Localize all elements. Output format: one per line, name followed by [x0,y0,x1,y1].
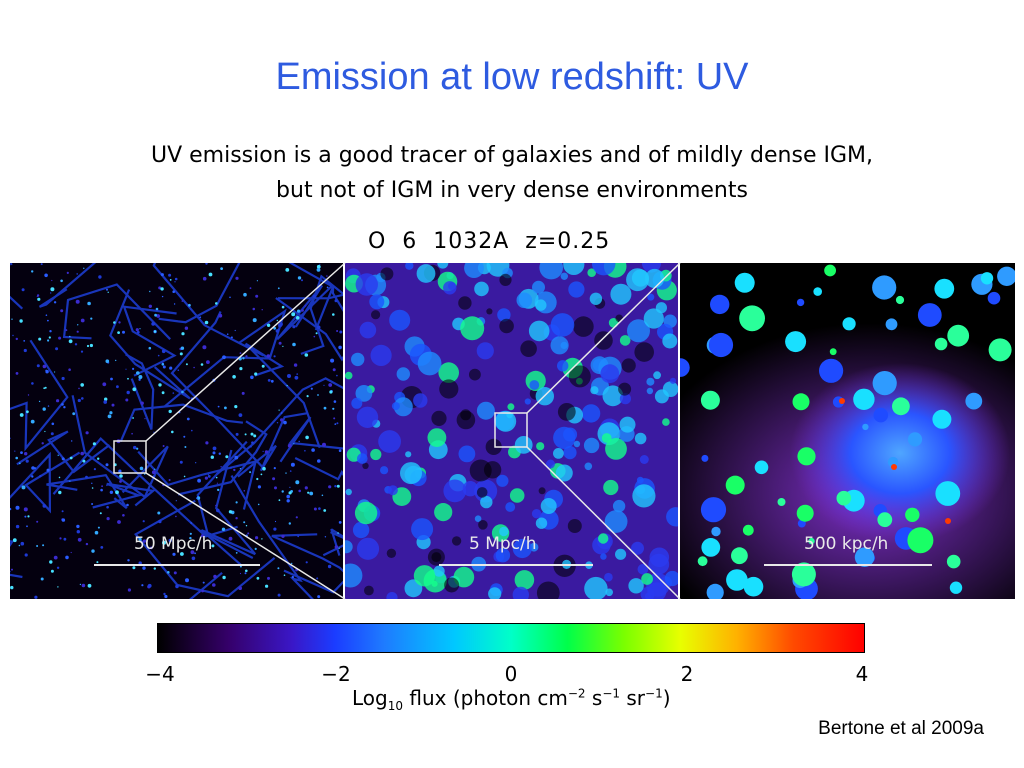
scale-label-medium: 5 Mpc/h [469,534,537,554]
simulation-panel-large-scale: 50 Mpc/h [10,263,343,599]
slide-subtitle: UV emission is a good tracer of galaxies… [60,138,964,208]
colorbar-tick-label: −4 [145,662,175,686]
colorbar-tick-label: −2 [321,662,351,686]
scale-label-large: 50 Mpc/h [134,534,213,554]
colorbar-title: Log10 flux (photon cm−2 s−1 sr−1) [352,686,671,713]
colorbar-tick-label: 2 [680,662,694,686]
colorbar [157,623,865,653]
colorbar-tick-label: 0 [504,662,518,686]
simulation-panel-small-scale: 500 kpc/h [680,263,1015,599]
panel-image-small-scale [680,263,1015,599]
slide-title: Emission at low redshift: UV [275,56,749,98]
subtitle-line-2: but not of IGM in very dense environment… [276,178,748,203]
subtitle-line-1: UV emission is a good tracer of galaxies… [151,143,873,168]
scale-label-small: 500 kpc/h [804,534,889,554]
simulation-panel-medium-scale: 5 Mpc/h [345,263,678,599]
colorbar-tick-label: 4 [855,662,869,686]
citation: Bertone et al 2009a [818,718,984,739]
figure-label: O 6 1032A z=0.25 [368,229,611,254]
